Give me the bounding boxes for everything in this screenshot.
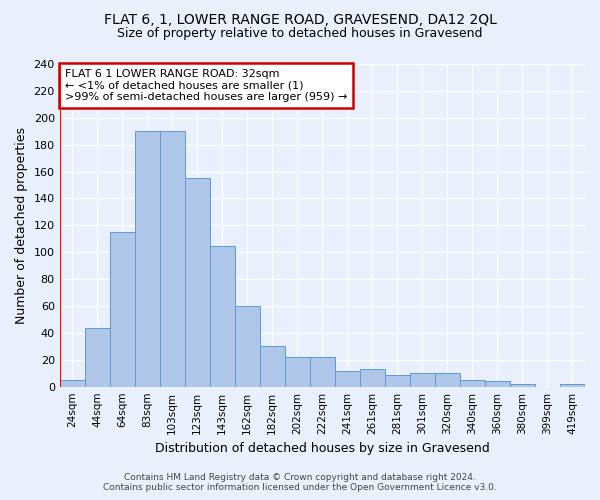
Text: FLAT 6, 1, LOWER RANGE ROAD, GRAVESEND, DA12 2QL: FLAT 6, 1, LOWER RANGE ROAD, GRAVESEND, … bbox=[104, 12, 496, 26]
Bar bbox=[210, 246, 235, 386]
Bar bbox=[385, 374, 410, 386]
Bar bbox=[285, 357, 310, 386]
Bar bbox=[260, 346, 285, 387]
Bar bbox=[560, 384, 585, 386]
Bar bbox=[135, 131, 160, 386]
Bar bbox=[360, 369, 385, 386]
Bar bbox=[510, 384, 535, 386]
X-axis label: Distribution of detached houses by size in Gravesend: Distribution of detached houses by size … bbox=[155, 442, 490, 455]
Bar bbox=[460, 380, 485, 386]
Text: Size of property relative to detached houses in Gravesend: Size of property relative to detached ho… bbox=[117, 28, 483, 40]
Bar bbox=[310, 357, 335, 386]
Bar bbox=[185, 178, 210, 386]
Bar bbox=[235, 306, 260, 386]
Bar bbox=[59, 380, 85, 386]
Text: FLAT 6 1 LOWER RANGE ROAD: 32sqm
← <1% of detached houses are smaller (1)
>99% o: FLAT 6 1 LOWER RANGE ROAD: 32sqm ← <1% o… bbox=[65, 69, 347, 102]
Bar bbox=[485, 382, 510, 386]
Bar bbox=[410, 373, 435, 386]
Bar bbox=[110, 232, 135, 386]
Bar bbox=[160, 131, 185, 386]
Y-axis label: Number of detached properties: Number of detached properties bbox=[15, 127, 28, 324]
Bar bbox=[335, 370, 360, 386]
Text: Contains HM Land Registry data © Crown copyright and database right 2024.
Contai: Contains HM Land Registry data © Crown c… bbox=[103, 473, 497, 492]
Bar bbox=[435, 373, 460, 386]
Bar bbox=[85, 328, 110, 386]
